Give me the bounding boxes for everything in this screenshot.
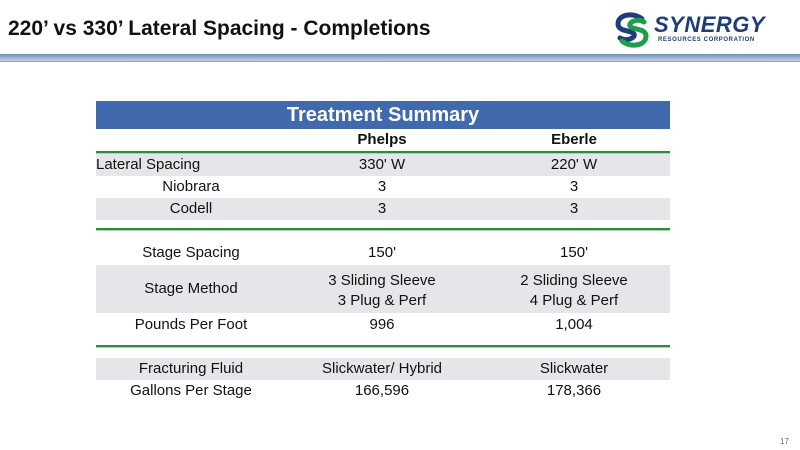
section-divider [96, 345, 670, 348]
phelps-value-line: 3 Plug & Perf [337, 291, 427, 309]
row-label: Lateral Spacing [96, 156, 201, 173]
phelps-value: 150' [368, 244, 396, 261]
table-row: Lateral Spacing 330' W 220' W [96, 154, 670, 176]
logo-wordmark: SYNERGY [654, 12, 766, 37]
table-row: Stage Spacing 150' 150' [96, 241, 670, 265]
eberle-value-line: 4 Plug & Perf [529, 291, 619, 309]
column-header-eberle: Eberle [551, 131, 597, 148]
eberle-value: Slickwater [539, 360, 609, 377]
phelps-value: 3 Sliding Sleeve 3 Plug & Perf [286, 268, 478, 311]
eberle-value: 1,004 [555, 316, 593, 333]
treatment-summary-table: Treatment Summary Phelps Eberle Lateral … [96, 101, 670, 402]
row-label: Pounds Per Foot [134, 316, 248, 333]
section-divider [96, 151, 670, 154]
row-label: Gallons Per Stage [130, 382, 252, 399]
phelps-value: 3 [377, 178, 387, 195]
column-header-row: Phelps Eberle [96, 129, 670, 151]
company-logo: SYNERGY RESOURCES CORPORATION [612, 10, 782, 50]
section-divider [96, 228, 670, 231]
synergy-swirl-icon [615, 12, 649, 48]
eberle-value: 2 Sliding Sleeve 4 Plug & Perf [478, 268, 670, 311]
phelps-value-line: 3 Sliding Sleeve [328, 271, 436, 289]
row-label: Stage Spacing [142, 244, 240, 261]
table-row: Codell 3 3 [96, 198, 670, 220]
column-header-label [96, 129, 286, 151]
table-row: Pounds Per Foot 996 1,004 [96, 313, 670, 337]
phelps-value: 3 [377, 200, 387, 217]
row-label: Fracturing Fluid [138, 360, 244, 377]
row-label: Codell [169, 200, 213, 217]
header-rule [0, 54, 800, 61]
eberle-value: 3 [569, 178, 579, 195]
column-header-phelps: Phelps [357, 131, 407, 148]
table-row: Niobrara 3 3 [96, 176, 670, 198]
eberle-value: 150' [560, 244, 588, 261]
phelps-value: 330' W [358, 156, 406, 173]
eberle-value: 3 [569, 200, 579, 217]
eberle-value: 220' W [550, 156, 598, 173]
eberle-value-line: 2 Sliding Sleeve [520, 271, 628, 289]
eberle-value: 178,366 [546, 382, 602, 399]
table-row: Fracturing Fluid Slickwater/ Hybrid Slic… [96, 358, 670, 380]
logo-subtitle: RESOURCES CORPORATION [658, 37, 755, 43]
table-row: Stage Method 3 Sliding Sleeve 3 Plug & P… [96, 265, 670, 313]
header-rule-thin [0, 61, 800, 62]
table-title: Treatment Summary [96, 101, 670, 129]
row-label: Stage Method [144, 280, 238, 297]
page-number: 17 [780, 437, 789, 446]
phelps-value: 996 [369, 316, 395, 333]
phelps-value: 166,596 [354, 382, 410, 399]
phelps-value: Slickwater/ Hybrid [321, 360, 443, 377]
table-row: Gallons Per Stage 166,596 178,366 [96, 380, 670, 402]
row-label: Niobrara [162, 178, 220, 195]
slide-title: 220’ vs 330’ Lateral Spacing - Completio… [8, 17, 431, 40]
